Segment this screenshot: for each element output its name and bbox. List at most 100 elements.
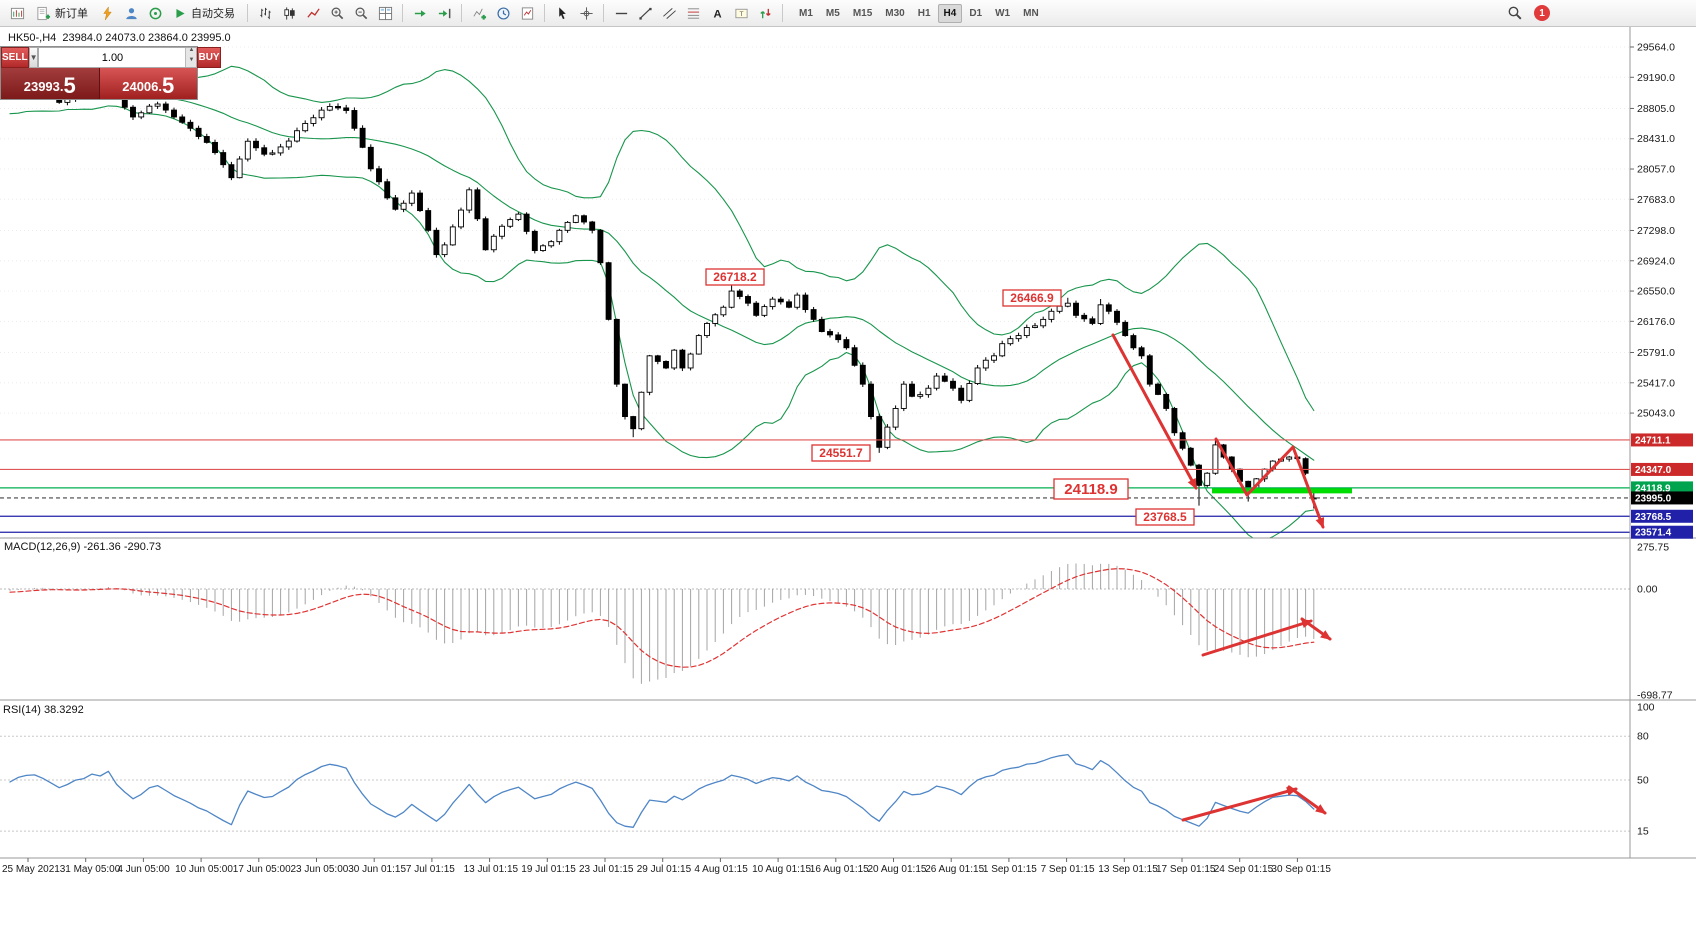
svg-text:16 Aug 01:15: 16 Aug 01:15	[810, 864, 869, 875]
axes: 29564.0 29190.0 28805.0 28431.0 28057.0 27683…	[0, 27, 1696, 875]
market-watch-icon[interactable]	[144, 2, 166, 24]
crosshair-icon[interactable]	[575, 2, 597, 24]
svg-text:-698.77: -698.77	[1637, 690, 1673, 702]
timeframe-h1[interactable]: H1	[917, 7, 931, 19]
new-chart-icon[interactable]	[6, 2, 28, 24]
svg-text:10 Jun 05:00: 10 Jun 05:00	[175, 864, 233, 875]
svg-text:15: 15	[1637, 826, 1649, 838]
auto-scroll-icon[interactable]	[409, 2, 431, 24]
fibonacci-icon[interactable]	[682, 2, 704, 24]
timeframe-w1[interactable]: W1	[995, 7, 1011, 19]
periods-icon[interactable]	[492, 2, 514, 24]
svg-text:25043.0: 25043.0	[1637, 408, 1675, 420]
svg-text:80: 80	[1637, 731, 1649, 743]
svg-text:29 Jul 01:15: 29 Jul 01:15	[637, 864, 692, 875]
zoom-in-icon[interactable]	[326, 2, 348, 24]
svg-text:23 Jun 05:00: 23 Jun 05:00	[291, 864, 349, 875]
svg-text:28431.0: 28431.0	[1637, 133, 1675, 145]
sell-button[interactable]: SELL	[1, 47, 29, 68]
svg-text:17 Sep 01:15: 17 Sep 01:15	[1156, 864, 1216, 875]
timeframe-h4[interactable]: H4	[937, 3, 963, 23]
bar-chart-icon[interactable]	[254, 2, 276, 24]
svg-text:26550.0: 26550.0	[1637, 286, 1675, 298]
arrows-icon[interactable]	[754, 2, 776, 24]
timeframe-mn[interactable]: MN	[1023, 7, 1039, 19]
svg-text:23 Jul 01:15: 23 Jul 01:15	[579, 864, 634, 875]
timeframe-m15[interactable]: M15	[852, 7, 873, 19]
svg-text:0.00: 0.00	[1637, 584, 1658, 596]
indicators-icon[interactable]	[468, 2, 490, 24]
svg-text:10 Aug 01:15: 10 Aug 01:15	[752, 864, 811, 875]
horizontal-line-icon[interactable]	[610, 2, 632, 24]
volume-input[interactable]	[39, 48, 186, 67]
toolbar-separator	[402, 4, 403, 22]
toolbar-separator	[461, 4, 462, 22]
buy-price-big-digit: 5	[162, 73, 175, 98]
svg-text:13 Sep 01:15: 13 Sep 01:15	[1098, 864, 1158, 875]
profiles-icon[interactable]	[120, 2, 142, 24]
chevron-down-icon: ▼	[29, 53, 38, 62]
label-icon[interactable]: T	[730, 2, 752, 24]
templates-icon[interactable]	[516, 2, 538, 24]
line-chart-icon[interactable]	[302, 2, 324, 24]
candlestick-chart-icon[interactable]	[278, 2, 300, 24]
svg-text:19 Jul 01:15: 19 Jul 01:15	[521, 864, 576, 875]
buy-button[interactable]: BUY	[197, 47, 221, 68]
lightning-icon[interactable]	[96, 2, 118, 24]
timeframe-m5[interactable]: M5	[825, 7, 840, 19]
volume-field: ▲▼	[38, 47, 198, 68]
svg-text:26718.2: 26718.2	[713, 270, 757, 284]
svg-text:13 Jul 01:15: 13 Jul 01:15	[464, 864, 519, 875]
svg-text:7 Sep 01:15: 7 Sep 01:15	[1041, 864, 1095, 875]
svg-text:275.75: 275.75	[1637, 542, 1669, 554]
search-icon[interactable]	[1504, 2, 1526, 24]
svg-text:29564.0: 29564.0	[1637, 42, 1675, 54]
svg-text:4 Aug 01:15: 4 Aug 01:15	[694, 864, 748, 875]
zoom-out-icon[interactable]	[350, 2, 372, 24]
auto-trading-label: 自动交易	[191, 8, 235, 20]
trade-panel-controls: SELL ▼ ▲▼ BUY	[1, 47, 221, 68]
spinner-up-icon[interactable]: ▲	[185, 47, 197, 58]
timeframe-d1[interactable]: D1	[969, 7, 983, 19]
svg-text:50: 50	[1637, 775, 1649, 787]
channel-icon[interactable]	[658, 2, 680, 24]
cursor-icon[interactable]	[551, 2, 573, 24]
svg-text:25417.0: 25417.0	[1637, 377, 1675, 389]
svg-text:26466.9: 26466.9	[1010, 291, 1054, 305]
price-annotations: 26718.2 26466.9 24551.7 24118.9 23768.5	[705, 268, 1195, 526]
svg-text:24 Sep 01:15: 24 Sep 01:15	[1214, 864, 1274, 875]
svg-text:25 May 2021: 25 May 2021	[2, 864, 60, 875]
volume-dropdown[interactable]: ▼	[28, 47, 39, 68]
timeframe-m1[interactable]: M1	[799, 7, 813, 19]
tile-windows-icon[interactable]	[374, 2, 396, 24]
svg-text:T: T	[739, 10, 743, 17]
text-icon[interactable]: A	[706, 2, 728, 24]
svg-text:26 Aug 01:15: 26 Aug 01:15	[925, 864, 984, 875]
svg-text:4 Jun 05:00: 4 Jun 05:00	[117, 864, 170, 875]
trendline-icon[interactable]	[634, 2, 656, 24]
notification-badge[interactable]: 1	[1534, 5, 1550, 21]
rsi-panel	[0, 735, 1630, 832]
sell-price[interactable]: 23993. 5	[1, 68, 99, 99]
auto-trading-button[interactable]: 自动交易	[168, 2, 241, 24]
svg-text:27298.0: 27298.0	[1637, 225, 1675, 237]
sell-price-main: 23993.	[23, 79, 64, 94]
spinner-down-icon[interactable]: ▼	[185, 57, 197, 67]
trend-arrows	[1111, 333, 1332, 822]
toolbar-separator	[603, 4, 604, 22]
svg-text:A: A	[713, 8, 721, 20]
toolbar-separator	[544, 4, 545, 22]
svg-text:23995.0: 23995.0	[1635, 493, 1672, 504]
timeframe-m30[interactable]: M30	[885, 7, 905, 19]
new-order-button[interactable]: 新订单	[30, 2, 94, 24]
chart-shift-icon[interactable]	[433, 2, 455, 24]
rsi-label: RSI(14) 38.3292	[3, 704, 84, 716]
buy-price[interactable]: 24006. 5	[98, 68, 197, 99]
play-icon	[176, 8, 185, 18]
toolbar-separator	[247, 4, 248, 22]
svg-text:1 Sep 01:15: 1 Sep 01:15	[983, 864, 1037, 875]
macd-panel	[0, 563, 1630, 684]
price-chart[interactable]: 26718.226466.924551.724118.923768.529564…	[0, 27, 1696, 945]
chart-ohlc-header: HK50-,H4 23984.0 24073.0 23864.0 23995.0	[8, 32, 231, 44]
